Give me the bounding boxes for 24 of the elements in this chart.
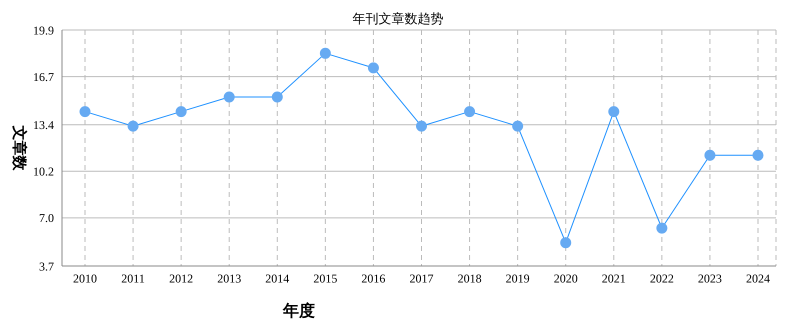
x-tick-label: 2017 bbox=[410, 272, 434, 286]
y-tick-label: 7.0 bbox=[39, 211, 54, 226]
x-tick-label: 2014 bbox=[265, 272, 290, 286]
x-tick-label: 2021 bbox=[602, 272, 626, 286]
x-axis-title: 年度 bbox=[283, 301, 315, 322]
y-tick-label: 3.7 bbox=[39, 259, 54, 274]
x-tick-label: 2019 bbox=[506, 272, 530, 286]
x-tick-label: 2023 bbox=[698, 272, 722, 286]
chart-title: 年刊文章数趋势 bbox=[352, 11, 444, 26]
x-tick-label: 2020 bbox=[554, 272, 578, 286]
y-tick-label: 13.4 bbox=[33, 118, 54, 132]
x-tick-label: 2012 bbox=[169, 272, 194, 286]
x-tick-label: 2010 bbox=[73, 272, 97, 286]
y-tick-label: 16.7 bbox=[33, 70, 54, 84]
y-axis-title: 文章数 bbox=[10, 124, 29, 172]
x-tick-label: 2015 bbox=[313, 272, 338, 286]
x-tick-label: 2016 bbox=[361, 272, 386, 286]
x-tick-label: 2018 bbox=[458, 272, 482, 286]
y-tick-label: 10.2 bbox=[33, 164, 54, 179]
x-tick-label: 2011 bbox=[121, 272, 145, 286]
x-tick-label: 2022 bbox=[650, 272, 674, 286]
x-tick-label: 2024 bbox=[746, 272, 770, 286]
y-tick-label: 19.9 bbox=[33, 23, 54, 38]
x-tick-label: 2013 bbox=[217, 272, 242, 286]
